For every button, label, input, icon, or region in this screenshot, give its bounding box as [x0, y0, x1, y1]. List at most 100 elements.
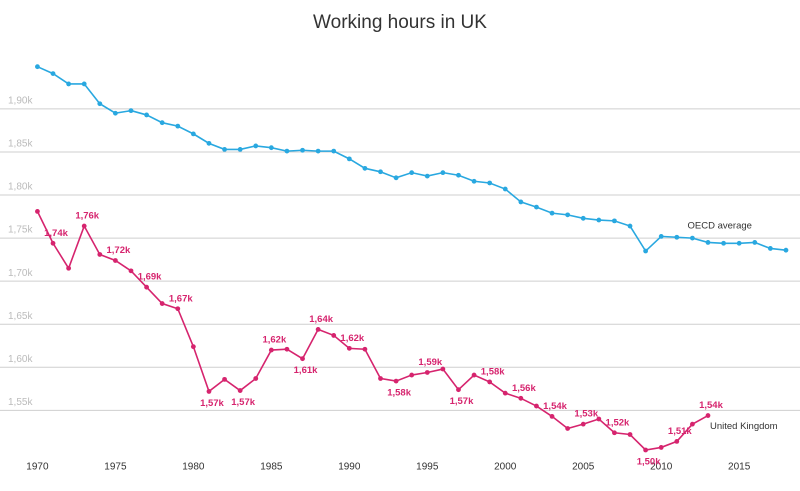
data-point [409, 170, 415, 176]
value-label: 1,51k [668, 426, 692, 437]
value-label: 1,52k [606, 417, 630, 428]
value-label: 1,50k [637, 457, 661, 468]
data-point [393, 378, 399, 384]
data-point [190, 131, 196, 137]
value-label: 1,58k [387, 388, 411, 399]
data-point [643, 447, 649, 453]
series-line [36, 211, 709, 451]
data-point [612, 218, 617, 224]
x-tick-label: 1990 [338, 462, 361, 473]
value-label: 1,57k [450, 396, 474, 407]
data-point [206, 140, 212, 146]
value-label: 1,67k [169, 293, 193, 304]
data-point [596, 217, 602, 223]
value-label: 1,56k [512, 383, 536, 394]
data-point [66, 81, 72, 87]
data-point [534, 204, 539, 210]
data-point [658, 445, 664, 450]
data-point [456, 387, 461, 393]
data-point [144, 112, 149, 118]
data-point [409, 372, 415, 378]
data-point [128, 268, 134, 274]
series-name: OECD average [688, 221, 752, 232]
data-point [549, 414, 555, 419]
data-point [35, 209, 40, 214]
data-point [502, 390, 508, 396]
value-label: 1,57k [200, 398, 224, 409]
data-point [689, 421, 695, 427]
data-point [518, 199, 524, 205]
data-point [471, 178, 477, 184]
data-point [424, 173, 430, 179]
data-point [378, 376, 383, 381]
data-point [627, 432, 633, 437]
data-point [783, 247, 789, 253]
y-tick-label: 1,65k [8, 311, 33, 322]
y-tick-label: 1,80k [8, 182, 33, 193]
data-point [284, 346, 290, 352]
value-label: 1,62k [340, 333, 364, 344]
data-point [112, 258, 118, 263]
data-point [440, 366, 446, 372]
data-point [315, 327, 321, 332]
y-tick-label: 1,75k [8, 225, 33, 236]
value-label: 1,57k [231, 397, 255, 408]
value-label: 1,58k [481, 366, 505, 377]
data-point [767, 246, 773, 251]
data-point [346, 345, 352, 351]
x-tick-label: 1970 [26, 462, 49, 473]
data-point [300, 147, 305, 153]
data-point [596, 416, 602, 422]
x-tick-label: 2010 [650, 462, 673, 473]
data-point [331, 333, 337, 338]
data-point [35, 64, 40, 70]
value-label: 1,59k [418, 357, 442, 368]
x-tick-label: 2000 [494, 462, 517, 473]
data-point [315, 148, 321, 154]
data-point [362, 165, 368, 171]
y-tick-label: 1,85k [8, 139, 33, 150]
data-point [206, 389, 212, 394]
data-point [736, 240, 742, 246]
value-label: 1,69k [138, 272, 162, 283]
data-point [284, 148, 290, 154]
value-label: 1,72k [107, 245, 131, 256]
data-point [50, 240, 56, 246]
data-point [268, 145, 274, 151]
value-label: 1,54k [543, 401, 567, 412]
x-tick-label: 1985 [260, 462, 283, 473]
data-point [253, 143, 259, 149]
value-label: 1,62k [262, 335, 286, 346]
data-point [175, 123, 181, 129]
data-point [580, 215, 586, 221]
data-point [502, 186, 508, 192]
data-point [300, 356, 305, 362]
data-point [190, 344, 196, 350]
data-point [159, 120, 165, 126]
data-point [268, 347, 274, 353]
series-line [37, 65, 787, 253]
data-point [705, 413, 711, 418]
y-tick-label: 1,70k [8, 268, 33, 279]
data-point [487, 180, 493, 186]
data-point [237, 146, 243, 152]
data-point [643, 248, 649, 254]
data-point [222, 376, 227, 382]
x-tick-label: 1995 [416, 462, 439, 473]
value-label: 1,54k [699, 400, 723, 411]
data-point [471, 372, 477, 378]
data-point [144, 284, 149, 290]
y-tick-label: 1,60k [8, 354, 33, 365]
data-point [378, 169, 383, 175]
data-point [346, 156, 352, 162]
data-point [112, 110, 118, 116]
chart-title: Working hours in UK [313, 12, 487, 33]
data-point [752, 240, 758, 245]
data-point [128, 108, 134, 114]
data-point [175, 306, 181, 312]
value-label: 1,61k [294, 365, 318, 376]
data-point [627, 223, 633, 229]
data-point [81, 223, 87, 229]
data-point [518, 395, 524, 401]
